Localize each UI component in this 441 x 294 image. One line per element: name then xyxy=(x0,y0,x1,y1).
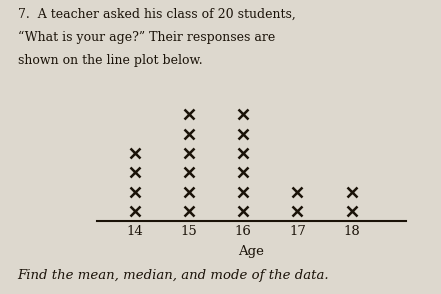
X-axis label: Age: Age xyxy=(239,245,264,258)
Text: shown on the line plot below.: shown on the line plot below. xyxy=(18,54,202,67)
Text: 7.  A teacher asked his class of 20 students,: 7. A teacher asked his class of 20 stude… xyxy=(18,7,295,20)
Text: “What is your age?” Their responses are: “What is your age?” Their responses are xyxy=(18,31,275,44)
Text: Find the mean, median, and mode of the data.: Find the mean, median, and mode of the d… xyxy=(18,269,329,282)
